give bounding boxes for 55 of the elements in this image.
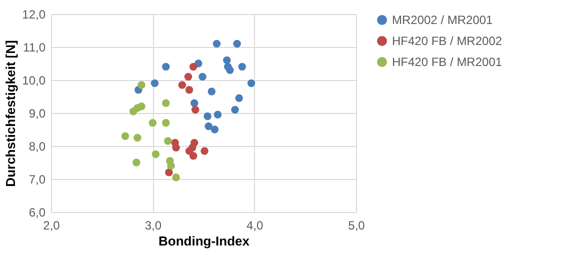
point — [198, 72, 206, 81]
point — [204, 122, 212, 130]
point — [164, 137, 172, 145]
x-axis-title: Bonding-Index — [158, 234, 250, 248]
point — [184, 72, 192, 81]
point — [235, 94, 243, 102]
point — [132, 158, 140, 166]
point — [190, 99, 198, 107]
point — [238, 62, 246, 71]
point — [189, 152, 198, 160]
point — [162, 119, 170, 127]
point — [172, 144, 180, 152]
point — [121, 132, 130, 140]
point — [191, 106, 200, 114]
y-tick-label: 9,0 — [28, 106, 46, 120]
x-tick-label: 5,0 — [348, 218, 366, 232]
point — [231, 106, 239, 114]
legend-label: HF420 FB / MR2001 — [392, 55, 502, 69]
point — [208, 88, 216, 96]
point — [200, 147, 208, 155]
y-axis-title: Durchstichfestigkeit [N] — [3, 40, 18, 187]
legend-label: HF420 FB / MR2002 — [392, 34, 502, 48]
point — [189, 62, 198, 71]
x-tick-label: 2,0 — [43, 218, 60, 232]
x-tick-label: 3,0 — [144, 218, 162, 232]
point — [233, 40, 241, 48]
point — [148, 119, 157, 127]
point — [210, 126, 219, 134]
point — [150, 79, 159, 88]
point — [134, 134, 142, 142]
point — [162, 62, 170, 71]
point — [212, 40, 221, 48]
y-tick-label: 6,0 — [28, 206, 46, 220]
point — [185, 86, 194, 94]
point — [214, 110, 222, 119]
y-tick-label: 8,0 — [28, 140, 46, 154]
point — [247, 79, 256, 88]
y-tick-label: 10,0 — [22, 74, 46, 88]
point — [172, 173, 180, 182]
x-tick-label: 4,0 — [246, 218, 264, 232]
y-tick-label: 11,0 — [23, 40, 46, 54]
point — [226, 66, 234, 74]
point — [204, 112, 212, 120]
point — [167, 162, 175, 170]
point — [138, 102, 146, 110]
y-tick-label: 12,0 — [22, 8, 46, 22]
point — [178, 81, 186, 89]
point — [223, 56, 231, 64]
point — [185, 147, 194, 155]
point — [152, 150, 160, 158]
point — [162, 99, 170, 107]
point — [138, 81, 146, 89]
y-tick-label: 7,0 — [28, 172, 46, 186]
legend-label: MR2002 / MR2001 — [392, 13, 494, 27]
point — [165, 168, 173, 176]
